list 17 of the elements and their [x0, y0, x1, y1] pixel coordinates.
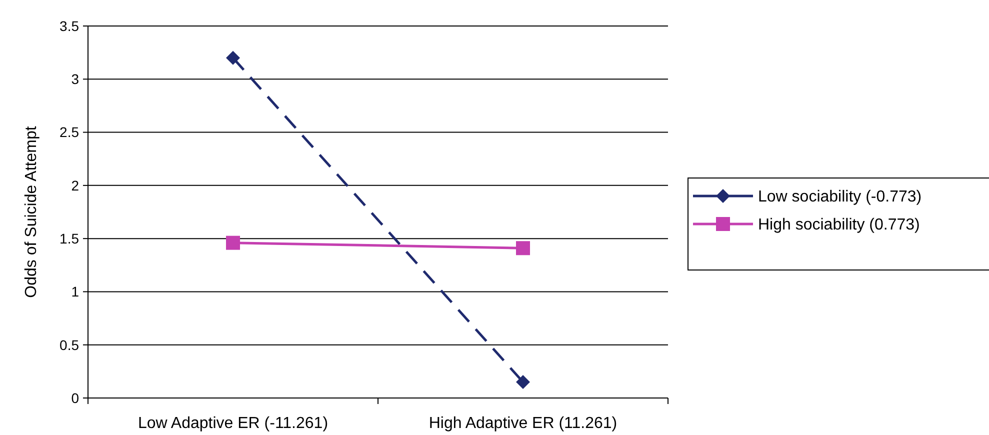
y-tick-label: 2	[71, 177, 80, 194]
point	[226, 50, 240, 65]
y-tick-label: 3	[71, 71, 80, 88]
y-tick-label: 1	[71, 284, 80, 300]
y-tick-label: 1.5	[60, 230, 80, 246]
legend-label: High sociability (0.773)	[758, 216, 920, 234]
x-tick-label: Low Adaptive ER (-11.261)	[138, 415, 328, 432]
y-axis-title: Odds of Suicide Attempt	[23, 126, 40, 298]
y-tick-label: 2.5	[60, 124, 80, 140]
legend-label: Low sociability (-0.773)	[758, 188, 922, 206]
point	[516, 375, 530, 390]
y-tick-label: 0	[71, 390, 80, 406]
y-tick-label: 3.5	[60, 18, 80, 34]
point	[516, 241, 530, 256]
point	[226, 236, 240, 250]
y-tick-label: 0.5	[60, 336, 80, 353]
x-tick-label: High Adaptive ER (11.261)	[428, 415, 618, 432]
